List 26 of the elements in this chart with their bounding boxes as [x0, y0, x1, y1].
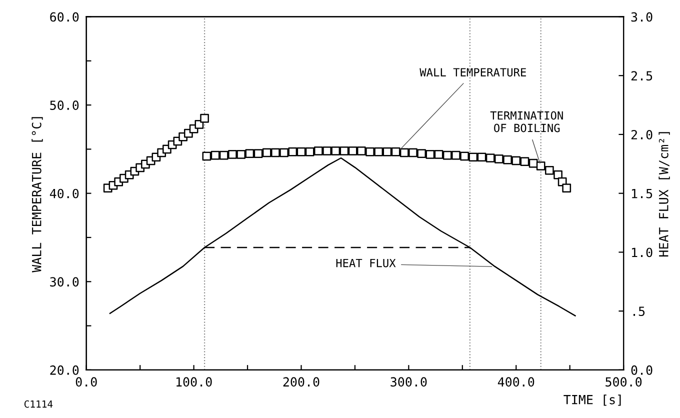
- x-tick-label: 200.0: [283, 377, 320, 387]
- y-tick-label: 50.0: [50, 100, 79, 110]
- y2-tick-label: 0.0: [631, 365, 652, 375]
- y2-tick-label: .5: [633, 306, 645, 316]
- y-tick-label: 30.0: [50, 277, 79, 287]
- y2-tick-label: 1.5: [632, 188, 652, 198]
- text: C1114: [24, 400, 53, 408]
- x-tick-label: 100.0: [176, 377, 212, 387]
- x-tick-label: 500.0: [606, 377, 642, 387]
- x-axis-title: TIME [s]: [564, 394, 621, 406]
- annotation: HEAT FLUX: [336, 258, 396, 268]
- y-tick-label: 60.0: [50, 12, 79, 22]
- y2-tick-label: 1.0: [632, 248, 652, 258]
- y2-axis-title: HEAT FLUX [W/cm²]: [658, 132, 670, 256]
- y2-tick-label: 3.0: [631, 12, 652, 22]
- y2-tick-label: 2.5: [631, 71, 652, 81]
- line-series: [109, 157, 576, 316]
- x-tick-label: 300.0: [390, 377, 427, 387]
- y-tick-label: 40.0: [50, 188, 79, 198]
- y-tick-label: 20.0: [50, 365, 79, 375]
- x-tick-label: 0.0: [76, 377, 97, 387]
- y-axis-title: WALL TEMPERATURE [°C]: [32, 117, 43, 272]
- x-tick-label: 400.0: [498, 377, 534, 387]
- annotation: WALL TEMPERATURE: [420, 68, 526, 76]
- y2-tick-label: 2.0: [631, 130, 652, 140]
- annotation: TERMINATION OF BOILING: [490, 111, 563, 132]
